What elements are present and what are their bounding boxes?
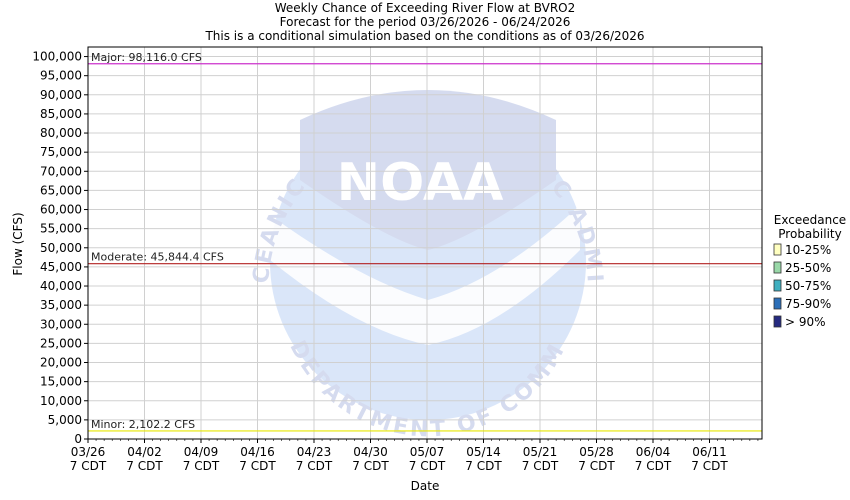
y-tick-label: 35,000 <box>40 298 82 312</box>
x-tick-time: 7 CDT <box>409 459 446 473</box>
x-tick-date: 04/30 <box>353 445 388 459</box>
plot-border <box>87 46 763 440</box>
y-tick-label: 0 <box>74 432 82 446</box>
y-tick-label: 40,000 <box>40 279 82 293</box>
legend-title-2: Probability <box>778 227 841 241</box>
x-tick-date: 05/14 <box>466 445 501 459</box>
y-axis-ticks: 0 5,000 10,000 15,000 20,000 25,000 30,000 35,0… <box>32 50 88 446</box>
x-tick-time: 7 CDT <box>465 459 502 473</box>
y-tick-label: 55,000 <box>40 222 82 236</box>
legend-entry-label: 50-75% <box>785 279 831 293</box>
legend-swatch <box>773 297 782 310</box>
chart-subtitle: Forecast for the period 03/26/2026 - 06/… <box>280 15 571 29</box>
noaa-seal-watermark: NOAA NATIONAL OCEANIC AND ATMOSPHERIC AD… <box>0 0 604 443</box>
legend-swatch <box>773 243 782 256</box>
y-tick-label: 65,000 <box>40 183 82 197</box>
legend-title: Exceedance <box>774 213 846 227</box>
x-tick-time: 7 CDT <box>296 459 333 473</box>
x-tick-date: 04/02 <box>127 445 162 459</box>
x-tick-time: 7 CDT <box>70 459 107 473</box>
legend-swatch <box>773 261 782 274</box>
legend-entry-label: > 90% <box>785 315 826 329</box>
flood-level-label: Moderate: 45,844.4 CFS <box>91 251 224 264</box>
legend: Exceedance Probability 10-25% 25-50% 50-75… <box>773 213 846 329</box>
legend-swatch <box>773 315 782 328</box>
y-axis-label: Flow (CFS) <box>11 212 25 275</box>
x-tick-time: 7 CDT <box>522 459 559 473</box>
x-tick-date: 04/23 <box>297 445 332 459</box>
y-tick-label: 70,000 <box>40 164 82 178</box>
x-tick-date: 06/11 <box>692 445 727 459</box>
legend-entry-label: 10-25% <box>785 243 831 257</box>
y-tick-label: 85,000 <box>40 107 82 121</box>
x-tick-time: 7 CDT <box>635 459 672 473</box>
y-tick-label: 10,000 <box>40 394 82 408</box>
y-tick-label: 30,000 <box>40 317 82 331</box>
y-tick-label: 100,000 <box>32 50 82 64</box>
chart-title: Weekly Chance of Exceeding River Flow at… <box>275 1 576 15</box>
flood-levels: Major: 98,116.0 CFS Moderate: 45,844.4 CF… <box>88 51 762 432</box>
grid <box>88 47 762 439</box>
y-tick-label: 25,000 <box>40 336 82 350</box>
y-tick-label: 80,000 <box>40 126 82 140</box>
x-tick-date: 04/16 <box>240 445 275 459</box>
y-tick-label: 90,000 <box>40 88 82 102</box>
flood-level-label: Minor: 2,102.2 CFS <box>91 418 195 431</box>
y-tick-label: 60,000 <box>40 203 82 217</box>
y-tick-label: 45,000 <box>40 260 82 274</box>
axes <box>87 46 763 440</box>
legend-swatch <box>773 279 782 292</box>
y-tick-label: 75,000 <box>40 145 82 159</box>
x-tick-time: 7 CDT <box>691 459 728 473</box>
flood-level-label: Major: 98,116.0 CFS <box>91 51 202 64</box>
legend-entry-label: 25-50% <box>785 261 831 275</box>
noaa-watermark-text: NOAA <box>337 153 504 213</box>
x-tick-time: 7 CDT <box>352 459 389 473</box>
x-tick-date: 06/04 <box>636 445 671 459</box>
x-tick-time: 7 CDT <box>239 459 276 473</box>
y-tick-label: 20,000 <box>40 356 82 370</box>
x-tick-time: 7 CDT <box>578 459 615 473</box>
x-tick-date: 03/26 <box>71 445 106 459</box>
x-axis-label: Date <box>411 479 440 493</box>
y-tick-label: 5,000 <box>48 413 82 427</box>
chart-subtitle-2: This is a conditional simulation based o… <box>204 29 644 43</box>
x-tick-date: 05/28 <box>579 445 614 459</box>
x-tick-time: 7 CDT <box>126 459 163 473</box>
x-tick-date: 05/07 <box>410 445 445 459</box>
y-tick-label: 50,000 <box>40 241 82 255</box>
x-tick-time: 7 CDT <box>183 459 220 473</box>
x-tick-date: 05/21 <box>523 445 558 459</box>
y-tick-label: 95,000 <box>40 69 82 83</box>
x-tick-date: 04/09 <box>184 445 219 459</box>
legend-entry-label: 75-90% <box>785 297 831 311</box>
y-tick-label: 15,000 <box>40 375 82 389</box>
